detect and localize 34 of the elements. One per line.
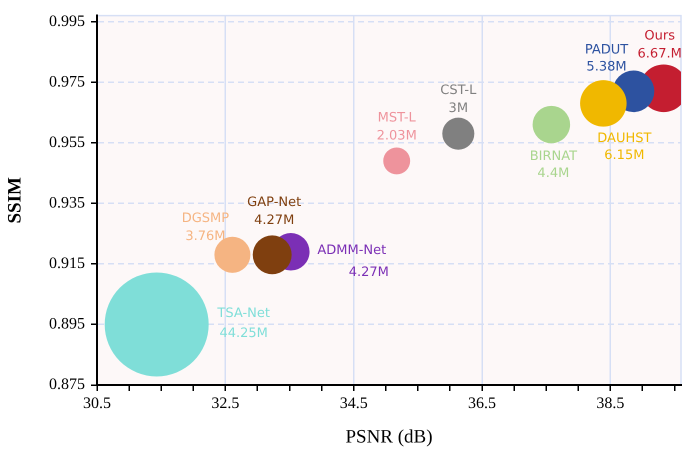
annotation: 6.15M [604, 148, 644, 163]
series-label: DGSMP [182, 211, 230, 226]
series-label: DAUHST [597, 130, 652, 146]
x-tick-label: 38.5 [596, 394, 624, 412]
y-tick-label: 0.955 [49, 134, 85, 151]
y-tick-label: 0.975 [49, 73, 85, 90]
series-label: TSA-Net [216, 306, 270, 321]
y-tick-label: 0.935 [49, 194, 85, 212]
annotation: 2.03M [376, 128, 417, 144]
series-label: ADMM-Net [317, 243, 386, 258]
series-label: PADUT [584, 42, 628, 58]
series-label: Ours [644, 28, 676, 44]
text: MST-L [378, 110, 417, 126]
x-tick-label: 34.5 [340, 394, 368, 412]
annotation: 5.38M [586, 60, 627, 75]
y-tick-label: 0.875 [49, 376, 85, 394]
annotation: 4.4M [537, 166, 570, 181]
annotation: 3.76M [185, 229, 226, 244]
y-tick-label: 0.895 [49, 316, 85, 333]
annotation: 3M [448, 101, 468, 116]
x-tick-label: 36.5 [468, 394, 496, 412]
annotation: 44.25M [219, 326, 268, 341]
annotation: 4.27M [254, 213, 294, 228]
series-label: CST-L [440, 83, 478, 98]
series-label: BIRNAT [530, 148, 578, 164]
annotation: 6.67.M [638, 46, 682, 62]
x-axis-title: PSNR (dB) [345, 426, 433, 448]
x-tick-label: 32.5 [211, 394, 240, 412]
y-tick-label: 0.915 [49, 255, 85, 272]
text: GAP-Net [247, 195, 302, 210]
x-tick-label: 30.5 [83, 394, 111, 412]
y-tick-label: 0.995 [49, 12, 85, 30]
annotation: 4.27M [348, 265, 389, 280]
y-axis-title: SSIM [4, 177, 26, 224]
